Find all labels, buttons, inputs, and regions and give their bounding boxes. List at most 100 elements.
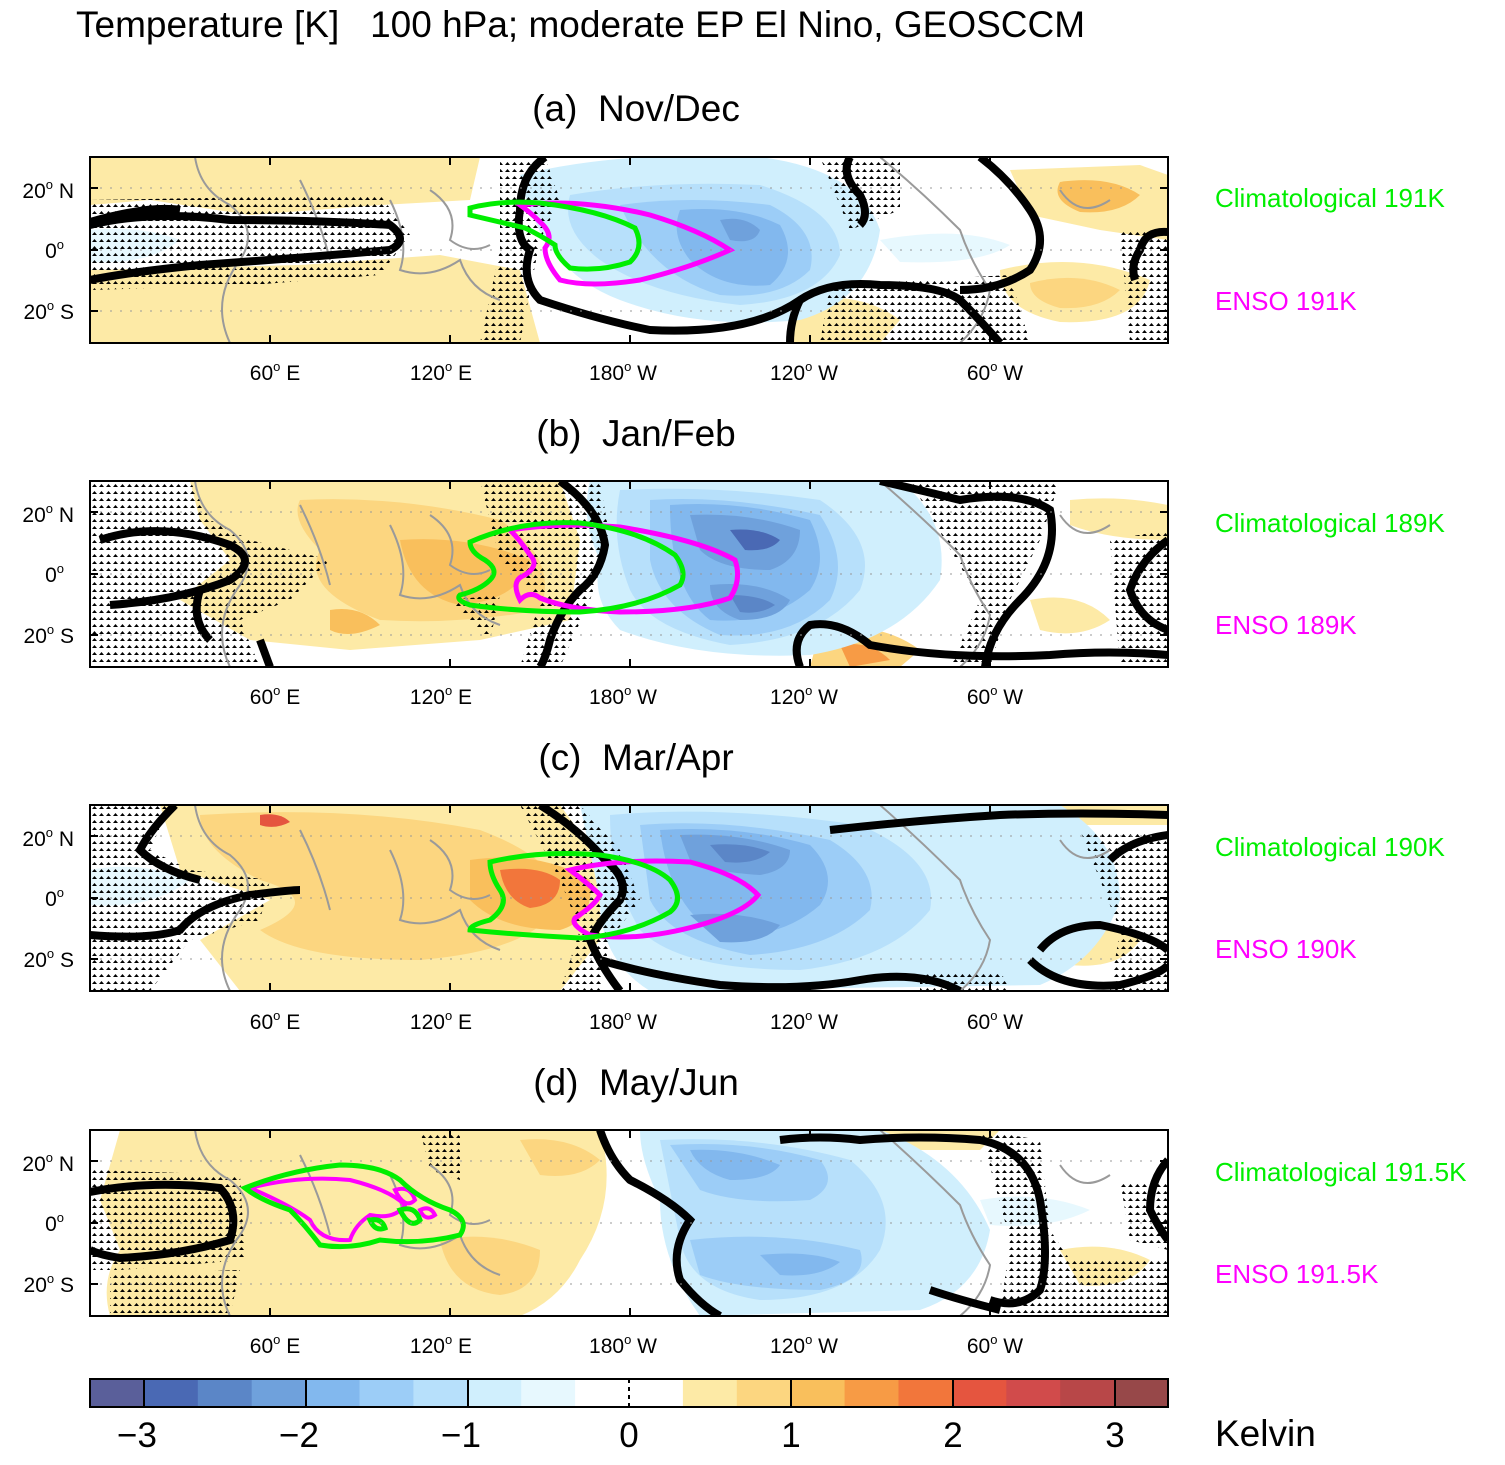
colorbar-swatch [790, 1379, 846, 1407]
lon-label-180w: 180o W [589, 1332, 657, 1358]
lon-label-120e: 120o E [409, 1008, 473, 1034]
panel-c-legend-climatological: Climatological 190K [1215, 832, 1445, 862]
climatological-contour [240, 1162, 466, 1250]
colorbar-swatch [467, 1379, 522, 1407]
zero-contour [98, 481, 1168, 667]
enso-contour [513, 200, 736, 287]
colorbar-swatch [521, 1379, 576, 1407]
panel-b-ticks [90, 481, 1168, 667]
lon-label-60w: 60o W [966, 359, 1024, 385]
enso-contour [504, 522, 741, 615]
lat-label-20n: 20o N [22, 177, 74, 203]
lon-label-120w: 120o W [770, 359, 838, 385]
panel-c-title: (c) Mar/Apr [538, 737, 734, 778]
lon-label-120e: 120o E [409, 359, 473, 385]
panel-b-map [90, 481, 1168, 667]
panel-d-title: (d) May/Jun [533, 1062, 739, 1103]
lon-label-120w: 120o W [770, 1008, 838, 1034]
lon-label-60w: 60o W [966, 1332, 1024, 1358]
colorbar-swatch [1006, 1379, 1061, 1407]
lon-label-60w: 60o W [966, 1008, 1024, 1034]
panel-b-title: (b) Jan/Feb [536, 413, 736, 454]
lon-label-60w: 60o W [966, 683, 1024, 709]
lon-label-60e: 60o E [249, 1332, 301, 1358]
colorbar-swatch [952, 1379, 1007, 1407]
lat-label-20n: 20o N [22, 1150, 74, 1176]
lon-label-180w: 180o W [589, 683, 657, 709]
panel-a-ticks [90, 157, 1168, 343]
colorbar-label: 0 [619, 1416, 639, 1455]
colorbar-label: −3 [117, 1416, 157, 1455]
cold-anomaly-shading [90, 805, 1120, 991]
lat-label-20n: 20o N [22, 501, 74, 527]
lat-label-20s: 20o S [23, 1271, 74, 1297]
colorbar-label: −2 [279, 1416, 319, 1455]
lat-label-20s: 20o S [23, 622, 74, 648]
lat-label-20s: 20o S [23, 298, 74, 324]
coastlines [194, 481, 1111, 667]
panel-c-ticks [90, 805, 1168, 991]
colorbar-swatch [629, 1379, 684, 1407]
coastlines [194, 805, 1111, 991]
climatological-contour [467, 851, 680, 941]
colorbar-label: 2 [943, 1416, 963, 1455]
panel-c-legend-enso: ENSO 190K [1215, 934, 1357, 964]
panel-a-legend-enso: ENSO 191K [1215, 286, 1357, 316]
figure-title: Temperature [K] 100 hPa; moderate EP El … [76, 4, 1086, 45]
panel-a-title: (a) Nov/Dec [532, 88, 740, 129]
panel-b-legend-climatological: Climatological 189K [1215, 508, 1445, 538]
lat-label-0: 0o [45, 237, 64, 263]
lon-label-120w: 120o W [770, 683, 838, 709]
colorbar-swatch [682, 1379, 738, 1407]
colorbar-label: 1 [781, 1416, 801, 1455]
colorbar-swatch [844, 1379, 899, 1407]
climatological-contour [456, 520, 686, 615]
panel-d-ticks [90, 1130, 1168, 1316]
climatological-contour [467, 199, 642, 272]
panel-a-legend-climatological: Climatological 191K [1215, 183, 1445, 213]
stippling [90, 1130, 1168, 1316]
enso-contour [564, 858, 762, 940]
lon-label-60e: 60o E [249, 1008, 301, 1034]
colorbar-swatch [413, 1379, 468, 1407]
colorbar-swatch [305, 1379, 360, 1407]
colorbar-label: −1 [441, 1416, 481, 1455]
cold-anomaly-shading [640, 1130, 1090, 1316]
cold-anomaly-shading [586, 481, 942, 656]
colorbar [90, 1379, 1169, 1407]
colorbar-ticks [143, 1379, 1116, 1407]
colorbar-swatch [251, 1379, 307, 1407]
colorbar-swatch [1114, 1379, 1169, 1407]
colorbar-label: 3 [1105, 1416, 1125, 1455]
warm-anomaly-shading [180, 481, 1168, 667]
panel-a-map [90, 157, 1168, 343]
panel-d-legend-climatological: Climatological 191.5K [1215, 1157, 1467, 1187]
lon-label-120e: 120o E [409, 1332, 473, 1358]
lat-label-0: 0o [45, 885, 64, 911]
colorbar-swatch [736, 1379, 792, 1407]
lon-label-60e: 60o E [249, 359, 301, 385]
lat-label-0: 0o [45, 1210, 64, 1236]
colorbar-swatch [1060, 1379, 1115, 1407]
zero-contour [90, 1130, 1168, 1316]
lat-label-20s: 20o S [23, 946, 74, 972]
colorbar-unit: Kelvin [1215, 1413, 1316, 1454]
panel-d-map [90, 1130, 1168, 1316]
zero-contour [90, 805, 1168, 991]
lon-label-180w: 180o W [589, 359, 657, 385]
lon-label-120w: 120o W [770, 1332, 838, 1358]
lon-label-180w: 180o W [589, 1008, 657, 1034]
colorbar-swatch [575, 1379, 630, 1407]
panel-b-legend-enso: ENSO 189K [1215, 610, 1357, 640]
colorbar-swatch [90, 1379, 145, 1407]
panel-c-map [90, 805, 1168, 991]
lat-label-0: 0o [45, 561, 64, 587]
colorbar-swatch [359, 1379, 414, 1407]
lon-label-120e: 120o E [409, 683, 473, 709]
panel-d-legend-enso: ENSO 191.5K [1215, 1259, 1379, 1289]
colorbar-swatch [898, 1379, 953, 1407]
enso-contour [243, 1176, 438, 1243]
lon-label-60e: 60o E [249, 683, 301, 709]
colorbar-swatch [143, 1379, 199, 1407]
